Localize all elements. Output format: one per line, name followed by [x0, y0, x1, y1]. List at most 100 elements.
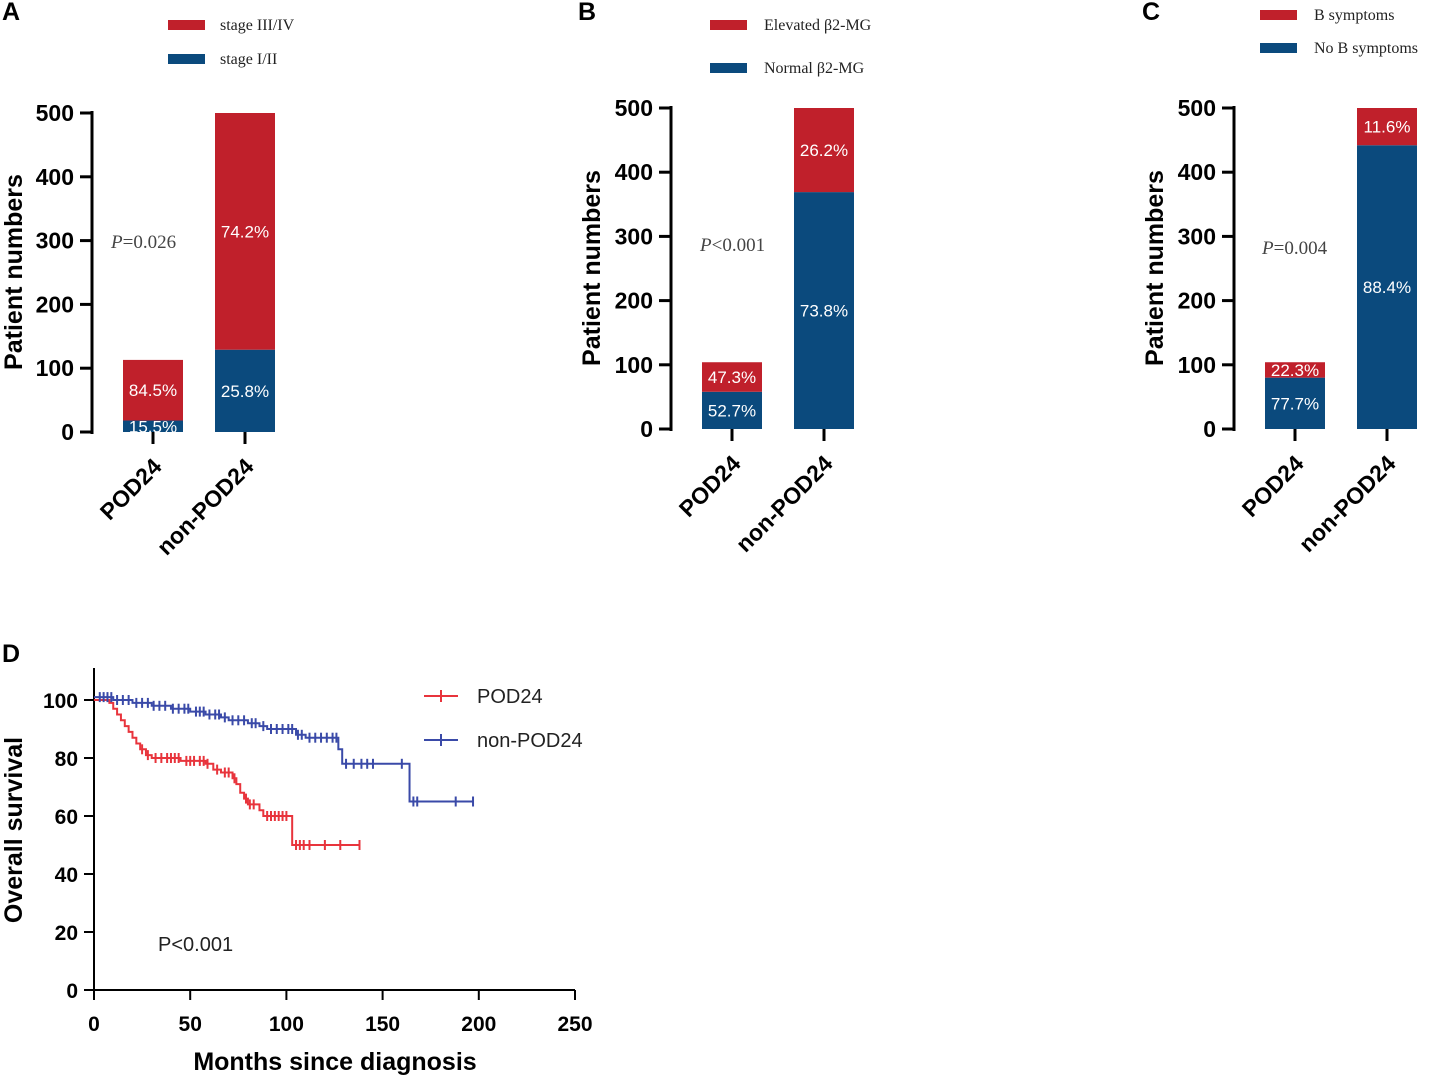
y-tick-label: 100: [1178, 352, 1216, 378]
panel-b: B Elevated β2-MG Normal β2-MG 52.7% 47.3% POD…: [578, 0, 872, 557]
legend-label: No B symptoms: [1314, 40, 1418, 57]
y-tick-label: 200: [615, 288, 653, 314]
legend-label: B symptoms: [1314, 7, 1394, 24]
legend-label: Normal β2-MG: [764, 60, 865, 77]
bar-segment: [123, 359, 183, 421]
legend-label: non-POD24: [477, 730, 583, 752]
p-value-symbol: P: [699, 235, 712, 256]
y-tick-label: 400: [615, 159, 653, 185]
bar-segment: [794, 108, 854, 193]
legend-swatch: [1260, 10, 1297, 20]
x-tick-label: POD24: [1237, 450, 1309, 522]
survival-curve: [94, 699, 360, 846]
x-tick-label: POD24: [95, 453, 167, 525]
y-axis-label: Overall survival: [0, 737, 28, 923]
p-value-text: <0.001: [712, 235, 765, 256]
y-tick-label: 100: [43, 690, 78, 713]
y-tick-label: 500: [36, 100, 74, 126]
y-tick-label: 20: [55, 922, 78, 945]
y-tick-label: 300: [615, 223, 653, 249]
y-tick-label: 0: [66, 980, 78, 1003]
bar-segment: [1357, 145, 1417, 429]
bar-segment: [1357, 108, 1417, 146]
y-tick-label: 400: [36, 164, 74, 190]
bar-segment: [794, 192, 854, 429]
legend-swatch: [710, 63, 747, 73]
p-value: P=0.026: [110, 232, 176, 253]
y-tick-label: 200: [1178, 288, 1216, 314]
y-tick-label: 0: [61, 419, 74, 445]
x-tick-label: non-POD24: [731, 450, 838, 557]
x-tick-label: 150: [365, 1013, 400, 1036]
legend-label: POD24: [477, 686, 543, 708]
x-tick-label: POD24: [674, 450, 746, 522]
x-tick-label: 0: [88, 1013, 100, 1036]
bar-segment: [215, 349, 275, 432]
legend-label: stage III/IV: [220, 17, 295, 34]
data-label: 74.2%: [221, 222, 269, 241]
panel-letter: B: [578, 0, 596, 26]
legend-swatch: [710, 20, 747, 30]
data-label: 77.7%: [1271, 394, 1319, 413]
data-label: 88.4%: [1363, 278, 1411, 297]
y-tick-label: 80: [55, 748, 78, 771]
data-label: 52.7%: [708, 401, 756, 420]
p-value-symbol: P: [110, 232, 123, 253]
legend-swatch: [168, 20, 205, 30]
legend-label: Elevated β2-MG: [764, 17, 872, 34]
data-label: 26.2%: [800, 141, 848, 160]
y-tick-label: 60: [55, 806, 78, 829]
x-tick-label: 100: [269, 1013, 304, 1036]
survival-curve: [94, 696, 474, 803]
p-value: P<0.001: [699, 235, 765, 256]
p-value: P<0.001: [158, 934, 233, 956]
bar-segment: [1265, 377, 1325, 429]
data-label: 15.5%: [129, 417, 177, 436]
p-value-symbol: P: [1261, 238, 1274, 259]
bar-segment: [123, 420, 183, 432]
y-tick-label: 100: [36, 355, 74, 381]
data-label: 84.5%: [129, 381, 177, 400]
bar-segment: [215, 113, 275, 350]
legend-label: stage I/II: [220, 51, 277, 68]
y-tick-label: 300: [36, 228, 74, 254]
x-tick-label: 200: [461, 1013, 496, 1036]
y-tick-label: 300: [1178, 223, 1216, 249]
panel-letter: A: [2, 0, 20, 26]
x-tick-label: 50: [179, 1013, 202, 1036]
y-tick-label: 200: [36, 291, 74, 317]
x-tick-label: non-POD24: [152, 453, 259, 560]
y-tick-label: 400: [1178, 159, 1216, 185]
data-label: 47.3%: [708, 368, 756, 387]
bar-segment: [702, 391, 762, 429]
y-tick-label: 500: [615, 95, 653, 121]
y-axis-label: Patient numbers: [1141, 170, 1169, 366]
panel-d: D 0 20 40 60 80 100 0 50 100 150 200 250 Months since…: [0, 640, 593, 1076]
p-value-text: =0.026: [123, 232, 176, 253]
bar-segment: [702, 362, 762, 392]
data-label: 11.6%: [1364, 118, 1411, 137]
x-tick-label: non-POD24: [1294, 450, 1401, 557]
p-value: P=0.004: [1261, 238, 1328, 259]
y-tick-label: 100: [615, 352, 653, 378]
p-value-text: =0.004: [1274, 238, 1328, 259]
x-tick-label: 250: [557, 1013, 592, 1036]
data-label: 73.8%: [800, 302, 848, 321]
y-tick-label: 0: [640, 416, 653, 442]
y-tick-label: 500: [1178, 95, 1216, 121]
panel-letter: C: [1142, 0, 1160, 26]
x-axis-label: Months since diagnosis: [193, 1048, 476, 1076]
legend-swatch: [168, 54, 205, 64]
data-label: 25.8%: [221, 382, 269, 401]
legend-swatch: [1260, 43, 1297, 53]
y-tick-label: 0: [1203, 416, 1216, 442]
y-axis-label: Patient numbers: [0, 174, 28, 370]
y-axis-label: Patient numbers: [578, 170, 606, 366]
y-tick-label: 40: [55, 864, 78, 887]
panel-letter: D: [2, 640, 20, 668]
panel-c: C B symptoms No B symptoms 77.7% 22.3% POD24 8…: [1141, 0, 1418, 557]
bar-segment: [1265, 362, 1325, 378]
data-label: 22.3%: [1271, 361, 1319, 380]
